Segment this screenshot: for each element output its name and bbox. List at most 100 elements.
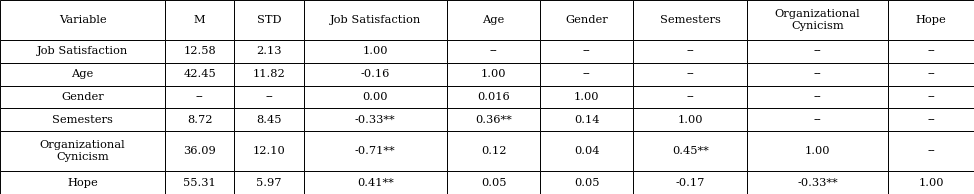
Bar [888, 0, 974, 40]
Text: -0.71**: -0.71** [355, 146, 395, 156]
Bar [447, 40, 541, 63]
Bar [633, 131, 747, 171]
Text: 0.05: 0.05 [481, 178, 506, 188]
Bar [747, 63, 888, 86]
Text: --: -- [813, 69, 821, 79]
Bar [633, 0, 747, 40]
Text: 0.45**: 0.45** [672, 146, 708, 156]
Bar [888, 40, 974, 63]
Bar [304, 40, 447, 63]
Text: --: -- [927, 115, 935, 125]
Text: -0.16: -0.16 [360, 69, 390, 79]
Bar [165, 63, 234, 86]
Bar [165, 108, 234, 131]
Text: 0.12: 0.12 [481, 146, 506, 156]
Text: 42.45: 42.45 [183, 69, 216, 79]
Bar [633, 108, 747, 131]
Bar [304, 171, 447, 194]
Bar [541, 40, 633, 63]
Bar [447, 131, 541, 171]
Bar [165, 171, 234, 194]
Bar [447, 108, 541, 131]
Bar [888, 131, 974, 171]
Text: 5.97: 5.97 [256, 178, 281, 188]
Text: Variable: Variable [58, 15, 106, 25]
Bar [0, 108, 165, 131]
Text: --: -- [927, 146, 935, 156]
Text: 1.00: 1.00 [918, 178, 944, 188]
Text: -0.33**: -0.33** [797, 178, 838, 188]
Text: --: -- [687, 46, 694, 56]
Text: --: -- [813, 92, 821, 102]
Bar [747, 171, 888, 194]
Bar [888, 86, 974, 108]
Bar [234, 0, 304, 40]
Text: 1.00: 1.00 [805, 146, 830, 156]
Bar [747, 0, 888, 40]
Text: Semesters: Semesters [659, 15, 721, 25]
Text: 1.00: 1.00 [481, 69, 506, 79]
Text: Semesters: Semesters [52, 115, 113, 125]
Text: 8.72: 8.72 [187, 115, 212, 125]
Bar [633, 171, 747, 194]
Text: M: M [194, 15, 206, 25]
Text: 0.14: 0.14 [574, 115, 600, 125]
Bar [747, 40, 888, 63]
Bar [747, 86, 888, 108]
Bar [888, 63, 974, 86]
Bar [447, 63, 541, 86]
Text: Job Satisfaction: Job Satisfaction [329, 15, 421, 25]
Text: 12.10: 12.10 [252, 146, 285, 156]
Text: --: -- [196, 92, 204, 102]
Bar [0, 0, 165, 40]
Bar [0, 171, 165, 194]
Bar [304, 131, 447, 171]
Text: 0.016: 0.016 [477, 92, 510, 102]
Text: Gender: Gender [61, 92, 104, 102]
Bar [234, 86, 304, 108]
Text: Gender: Gender [566, 15, 608, 25]
Bar [541, 171, 633, 194]
Bar [541, 63, 633, 86]
Text: Age: Age [482, 15, 505, 25]
Text: --: -- [265, 92, 273, 102]
Bar [541, 86, 633, 108]
Text: 12.58: 12.58 [183, 46, 216, 56]
Text: 0.00: 0.00 [362, 92, 388, 102]
Text: --: -- [687, 92, 694, 102]
Text: -0.33**: -0.33** [355, 115, 395, 125]
Bar [747, 131, 888, 171]
Text: --: -- [813, 46, 821, 56]
Bar [304, 108, 447, 131]
Bar [541, 0, 633, 40]
Text: 1.00: 1.00 [574, 92, 600, 102]
Text: Hope: Hope [916, 15, 947, 25]
Bar [447, 86, 541, 108]
Bar [0, 40, 165, 63]
Bar [165, 0, 234, 40]
Bar [165, 131, 234, 171]
Text: --: -- [927, 92, 935, 102]
Bar [447, 171, 541, 194]
Bar [165, 40, 234, 63]
Text: 1.00: 1.00 [362, 46, 388, 56]
Bar [234, 40, 304, 63]
Text: --: -- [582, 46, 590, 56]
Bar [234, 108, 304, 131]
Text: Job Satisfaction: Job Satisfaction [37, 46, 129, 56]
Bar [447, 0, 541, 40]
Bar [304, 0, 447, 40]
Bar [304, 63, 447, 86]
Text: Organizational
Cynicism: Organizational Cynicism [40, 140, 126, 162]
Bar [0, 131, 165, 171]
Text: 36.09: 36.09 [183, 146, 216, 156]
Text: -0.17: -0.17 [676, 178, 705, 188]
Text: 0.04: 0.04 [574, 146, 600, 156]
Text: --: -- [582, 69, 590, 79]
Text: 8.45: 8.45 [256, 115, 281, 125]
Bar [234, 171, 304, 194]
Text: 0.41**: 0.41** [356, 178, 393, 188]
Text: --: -- [813, 115, 821, 125]
Text: Organizational
Cynicism: Organizational Cynicism [774, 9, 860, 31]
Text: Age: Age [71, 69, 94, 79]
